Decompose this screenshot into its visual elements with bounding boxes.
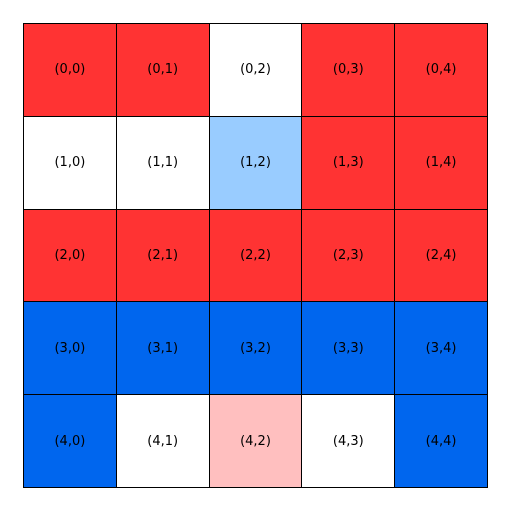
grid-cell[interactable]: (3,4)	[395, 302, 488, 396]
grid-cell[interactable]: (0,3)	[302, 24, 396, 117]
grid-cell[interactable]: (1,2)	[209, 116, 303, 210]
grid-cell[interactable]: (0,4)	[395, 24, 488, 117]
grid-cell[interactable]: (3,1)	[116, 302, 210, 396]
grid-cell[interactable]: (3,0)	[24, 302, 117, 396]
grid-cell[interactable]: (0,1)	[116, 24, 210, 117]
grid-cell[interactable]: (4,1)	[116, 395, 210, 488]
grid-cell[interactable]: (2,3)	[302, 209, 396, 303]
grid-cell[interactable]: (1,4)	[395, 116, 488, 210]
grid-cell[interactable]: (0,2)	[209, 24, 303, 117]
grid-cell[interactable]: (4,2)	[209, 395, 303, 488]
grid-cell[interactable]: (4,0)	[24, 395, 117, 488]
grid-cell[interactable]: (1,3)	[302, 116, 396, 210]
grid-cell[interactable]: (2,2)	[209, 209, 303, 303]
board: (0,0) (0,1) (0,2) (0,3) (0,4) (1,0) (1,1) (1,2)…	[23, 23, 488, 488]
grid-cell[interactable]: (4,4)	[395, 395, 488, 488]
grid-cell[interactable]: (2,0)	[24, 209, 117, 303]
grid-cell[interactable]: (4,3)	[302, 395, 396, 488]
grid-cell[interactable]: (3,3)	[302, 302, 396, 396]
grid-cell[interactable]: (1,0)	[24, 116, 117, 210]
grid-cell[interactable]: (2,1)	[116, 209, 210, 303]
grid-cell[interactable]: (0,0)	[24, 24, 117, 117]
grid-cell[interactable]: (1,1)	[116, 116, 210, 210]
grid-cell[interactable]: (2,4)	[395, 209, 488, 303]
grid-cell[interactable]: (3,2)	[209, 302, 303, 396]
